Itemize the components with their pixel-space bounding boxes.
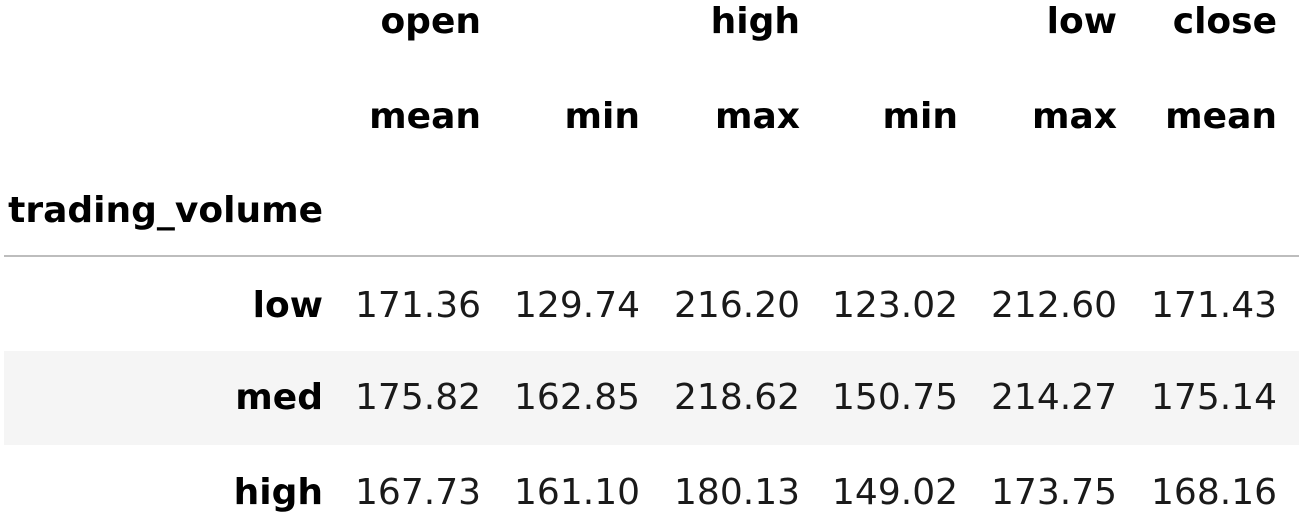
table-cell: 175.82	[355, 377, 481, 418]
table-cell: 168.16	[1151, 472, 1277, 513]
table-cell: 214.27	[991, 377, 1117, 418]
subheader-open-mean: mean	[369, 96, 481, 137]
row-label: low	[252, 285, 323, 326]
index-name: trading_volume	[8, 190, 323, 231]
table-cell: 171.36	[355, 285, 481, 326]
column-header-low: low	[1046, 1, 1117, 42]
subheader-low-max: max	[1031, 96, 1117, 137]
row-label: med	[235, 377, 323, 418]
table-cell: 167.73	[355, 472, 481, 513]
table-cell: 173.75	[991, 472, 1117, 513]
subheader-close-mean: mean	[1165, 96, 1277, 137]
table-cell: 216.20	[674, 285, 800, 326]
subheader-high-max: max	[714, 96, 800, 137]
table-cell: 129.74	[514, 285, 640, 326]
table-cell: 161.10	[514, 472, 640, 513]
table-cell: 150.75	[832, 377, 958, 418]
subheader-low-min: min	[882, 96, 958, 137]
subheader-high-min: min	[564, 96, 640, 137]
table-cell: 149.02	[832, 472, 958, 513]
column-header-high: high	[710, 1, 800, 42]
table-cell: 171.43	[1151, 285, 1277, 326]
header-divider	[4, 255, 1299, 257]
row-label: high	[233, 472, 323, 513]
table-cell: 218.62	[674, 377, 800, 418]
column-header-open: open	[380, 1, 481, 42]
table-cell: 123.02	[832, 285, 958, 326]
table-cell: 162.85	[514, 377, 640, 418]
column-header-close: close	[1172, 1, 1277, 42]
table-cell: 180.13	[674, 472, 800, 513]
table-cell: 175.14	[1151, 377, 1277, 418]
row-stripe	[4, 351, 1299, 445]
table-cell: 212.60	[991, 285, 1117, 326]
